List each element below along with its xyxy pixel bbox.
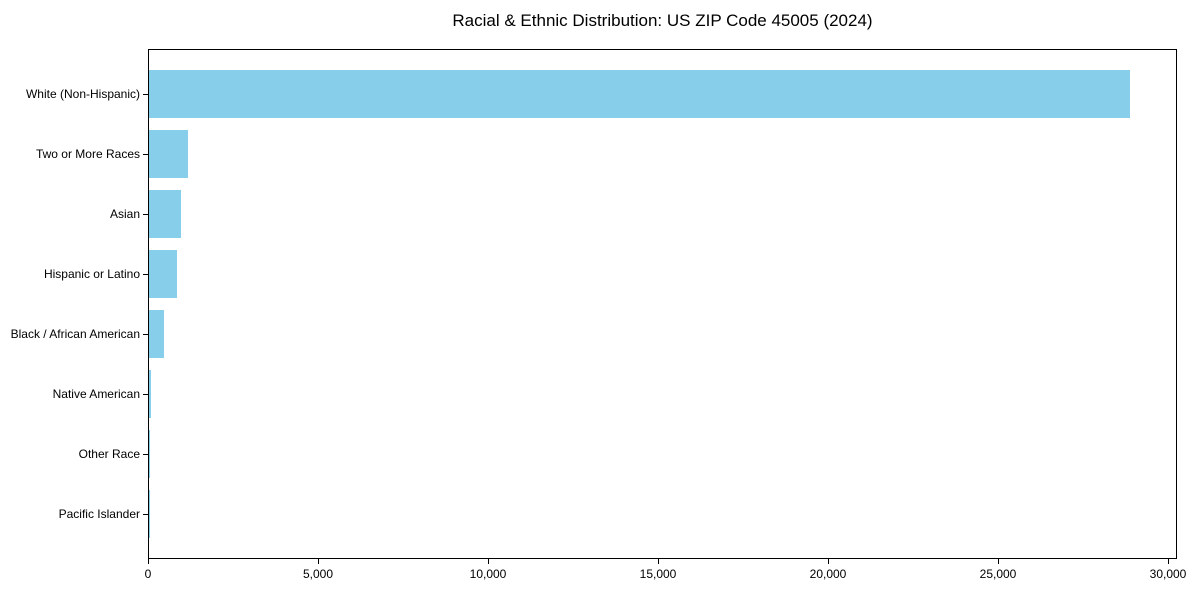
y-tick-label-native-american: Native American	[52, 387, 140, 401]
x-tick-5000	[318, 559, 319, 564]
x-tick-label-25000: 25,000	[979, 567, 1017, 581]
y-tick-two-or-more-races	[143, 154, 148, 155]
y-tick-black-african-american	[143, 334, 148, 335]
x-tick-20000	[828, 559, 829, 564]
chart-title: Racial & Ethnic Distribution: US ZIP Cod…	[452, 11, 873, 30]
x-tick-label-5000: 5,000	[302, 567, 334, 581]
bar-other-race	[149, 430, 150, 478]
x-tick-label-15000: 15,000	[639, 567, 677, 581]
y-tick-label-two-or-more-races: Two or More Races	[35, 147, 140, 161]
y-tick-pacific-islander	[143, 514, 148, 515]
y-tick-label-hispanic-or-latino: Hispanic or Latino	[43, 267, 140, 281]
x-tick-10000	[488, 559, 489, 564]
x-tick-label-10000: 10,000	[469, 567, 507, 581]
bar-two-or-more-races	[149, 130, 188, 178]
y-tick-native-american	[143, 394, 148, 395]
y-tick-label-black-african-american: Black / African American	[10, 327, 140, 341]
bar-hispanic-or-latino	[149, 250, 177, 298]
y-tick-label-other-race: Other Race	[78, 447, 140, 461]
y-tick-label-asian: Asian	[109, 207, 140, 221]
y-tick-white-non-hispanic	[143, 94, 148, 95]
y-tick-label-pacific-islander: Pacific Islander	[58, 507, 140, 521]
x-tick-30000	[1168, 559, 1169, 564]
x-tick-0	[148, 559, 149, 564]
y-tick-hispanic-or-latino	[143, 274, 148, 275]
bar-asian	[149, 190, 181, 238]
y-tick-asian	[143, 214, 148, 215]
x-tick-25000	[998, 559, 999, 564]
y-tick-other-race	[143, 454, 148, 455]
x-tick-label-20000: 20,000	[809, 567, 847, 581]
y-tick-label-white-non-hispanic: White (Non-Hispanic)	[25, 87, 140, 101]
bar-white-non-hispanic	[149, 70, 1130, 118]
bar-black-african-american	[149, 310, 164, 358]
plot-area	[148, 49, 1177, 559]
x-tick-label-0: 0	[144, 567, 152, 581]
bar-pacific-islander	[149, 490, 150, 538]
x-tick-label-30000: 30,000	[1149, 567, 1187, 581]
x-tick-15000	[658, 559, 659, 564]
bar-native-american	[149, 370, 151, 418]
